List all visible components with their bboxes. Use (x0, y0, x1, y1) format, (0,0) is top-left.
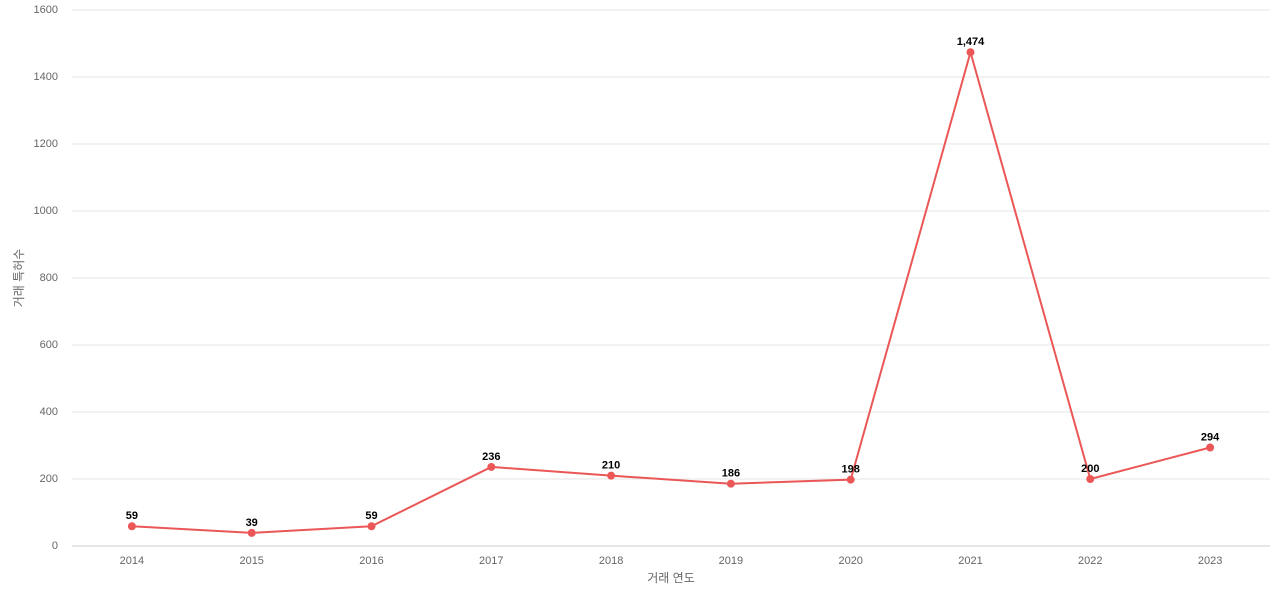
value-label: 294 (1201, 431, 1220, 443)
x-axis-label: 거래 연도 (647, 571, 695, 585)
point (1206, 443, 1215, 452)
point (487, 462, 496, 471)
value-label: 39 (246, 517, 258, 529)
y-tick-label: 1200 (34, 138, 58, 150)
point (966, 48, 975, 57)
y-tick-label: 400 (40, 406, 58, 418)
value-label: 236 (482, 451, 500, 463)
point (367, 522, 376, 531)
x-tick-label: 2023 (1198, 555, 1222, 567)
point (127, 522, 136, 531)
point (1086, 475, 1095, 483)
x-tick-label: 2019 (719, 555, 743, 567)
y-tick-label: 1600 (34, 4, 58, 16)
point (846, 475, 855, 484)
y-tick-label: 200 (40, 473, 58, 485)
y-axis-label: 거래 특허수 (12, 249, 26, 308)
line (131, 48, 1211, 534)
y-tick-label: 800 (40, 272, 58, 284)
y-tick-label: 0 (52, 540, 58, 552)
x-tick-label: 2017 (479, 555, 503, 567)
value-label: 59 (365, 510, 377, 522)
point (607, 471, 616, 480)
point (247, 528, 256, 537)
point (726, 479, 735, 488)
x-tick-label: 2018 (599, 555, 623, 567)
y-tick-label: 1000 (34, 205, 58, 217)
value-label: 186 (722, 468, 740, 480)
y-tick-label: 600 (40, 339, 58, 351)
x-tick-label: 2020 (838, 555, 862, 567)
x-tick-label: 2016 (359, 555, 383, 567)
x-tick-label: 2022 (1078, 555, 1102, 567)
value-label: 210 (602, 460, 620, 472)
value-label: 200 (1081, 463, 1099, 475)
value-label: 59 (126, 510, 138, 522)
x-tick-label: 2021 (958, 555, 982, 567)
x-tick-label: 2014 (120, 555, 144, 567)
value-label: 198 (842, 464, 860, 476)
x-tick-label: 2015 (239, 555, 263, 567)
y-tick-label: 1400 (34, 71, 58, 83)
value-label: 1,474 (957, 36, 985, 48)
